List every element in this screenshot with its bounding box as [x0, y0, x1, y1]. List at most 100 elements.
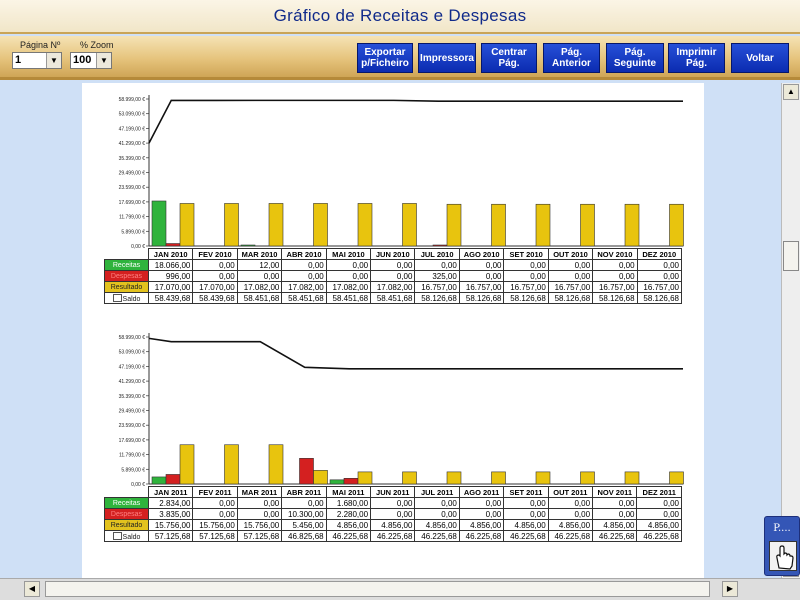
row-label-saldo: Saldo	[104, 292, 149, 304]
zoom-select[interactable]: 100 ▼	[70, 52, 112, 69]
zoom-value: 100	[73, 54, 92, 66]
table-row: Saldo 57.125,68 57.125,68 57.125,68 46.825,6…	[104, 530, 682, 542]
vertical-scrollbar[interactable]: ▲ ▼	[781, 83, 800, 578]
bar-resultado	[491, 203, 506, 247]
month-header: JUL 2010	[414, 248, 460, 260]
horizontal-scrollbar[interactable]: ◀ ▶	[0, 578, 800, 600]
hand-pointer-icon[interactable]	[769, 541, 797, 571]
table-cell: 57.125,68	[192, 530, 238, 542]
table-cell: 16.757,00	[503, 281, 549, 293]
y-tick-label: 29.499,00 €	[119, 409, 146, 415]
bar-resultado	[669, 471, 684, 485]
table-cell: 58.126,68	[458, 292, 505, 304]
bar-resultado	[446, 471, 462, 485]
table-cell: 4.856,00	[458, 519, 505, 531]
table-cell: 0,00	[236, 497, 283, 509]
center-page-button[interactable]: Centrar Pág.	[481, 43, 537, 73]
printer-button[interactable]: Impressora	[418, 43, 476, 73]
month-header: ABR 2010	[281, 248, 327, 260]
bar-resultado	[224, 203, 239, 247]
table-cell: 46.225,68	[636, 530, 682, 542]
page-number-value: 1	[15, 54, 22, 66]
chart-2011: 58.999,00 € 53.099,00 € 47.199,00 € 41.299,…	[82, 321, 704, 551]
bar-resultado	[535, 203, 551, 247]
floating-tool-widget[interactable]: P....	[764, 516, 800, 576]
table-cell: 46.225,68	[503, 530, 549, 542]
table-cell: 0,00	[592, 270, 638, 282]
chevron-down-icon[interactable]: ▼	[46, 53, 61, 68]
table-cell: 4.856,00	[592, 519, 638, 531]
bar-resultado	[580, 471, 595, 485]
table-cell: 4.856,00	[325, 519, 372, 531]
y-tick-label: 11.799,00 €	[119, 453, 145, 459]
table-cell: 16.757,00	[592, 281, 638, 293]
bar-resultado	[402, 471, 417, 485]
title-bar: Gráfico de Receitas e Despesas	[0, 0, 800, 34]
table-cell: 57.125,68	[147, 530, 194, 542]
table-cell: 58.451,68	[281, 292, 327, 304]
bar-receitas	[151, 200, 167, 247]
previous-page-button[interactable]: Pág. Anterior	[543, 43, 600, 73]
table-cell: 58.126,68	[547, 292, 594, 304]
scroll-up-icon[interactable]: ▲	[783, 84, 799, 100]
window-title: Gráfico de Receitas e Despesas	[273, 6, 527, 25]
horizontal-scroll-thumb[interactable]	[45, 581, 710, 597]
month-header: OUT 2010	[547, 248, 594, 260]
month-header: SET 2010	[503, 248, 549, 260]
bar-resultado	[357, 471, 373, 485]
table-cell: 0,00	[192, 508, 238, 520]
table-cell: 0,00	[503, 259, 549, 271]
y-tick-label: 35.399,00 €	[119, 394, 146, 400]
table-cell: 0,00	[370, 270, 416, 282]
export-file-button[interactable]: Exportar p/Ficheiro	[357, 43, 413, 73]
bar-despesas	[165, 474, 181, 485]
table-cell: 58.439,68	[192, 292, 238, 304]
table-cell: 4.856,00	[636, 519, 682, 531]
bar-resultado	[624, 203, 640, 247]
table-cell: 0,00	[592, 259, 638, 271]
chevron-down-icon[interactable]: ▼	[96, 53, 111, 68]
table-cell: 17.082,00	[325, 281, 372, 293]
table-cell: 46.225,68	[458, 530, 505, 542]
table-cell: 0,00	[236, 270, 283, 282]
table-cell: 2.280,00	[325, 508, 372, 520]
saldo-swatch	[112, 531, 122, 540]
table-cell: 0,00	[592, 497, 638, 509]
page-number-select[interactable]: 1 ▼	[12, 52, 62, 69]
chart-2010: 58.999,00 € 53.099,00 € 47.199,00 € 41.299,…	[82, 83, 704, 313]
table-cell: 58.451,68	[236, 292, 283, 304]
month-header: JAN 2010	[147, 248, 194, 260]
table-cell: 58.126,68	[636, 292, 683, 304]
saldo-line	[148, 99, 683, 144]
saldo-swatch	[112, 293, 122, 302]
chart-2011-table: JAN 2011 FEV 2011 MAR 2011 ABR 2011 MAI 2011…	[104, 486, 682, 542]
vertical-scroll-thumb[interactable]	[783, 241, 799, 271]
print-page-button[interactable]: Imprimir Pág.	[668, 43, 725, 73]
bar-resultado	[535, 471, 551, 485]
month-header: MAI 2011	[325, 486, 372, 498]
next-page-button[interactable]: Pág. Seguinte	[606, 43, 664, 73]
month-header: MAI 2010	[325, 248, 372, 260]
back-button[interactable]: Voltar	[731, 43, 789, 73]
month-header: FEV 2010	[192, 248, 238, 260]
table-cell: 15.756,00	[236, 519, 283, 531]
row-label-receitas: Receitas	[104, 497, 149, 509]
month-header: AGO 2011	[458, 486, 505, 498]
table-cell: 58.451,68	[325, 292, 372, 304]
scroll-right-icon[interactable]: ▶	[722, 581, 738, 597]
month-header: MAR 2011	[236, 486, 283, 498]
month-header: OUT 2011	[547, 486, 594, 498]
y-tick-label: 35.399,00 €	[119, 156, 146, 162]
month-header: ABR 2011	[281, 486, 327, 498]
table-cell: 4.856,00	[370, 519, 416, 531]
bar-resultado	[402, 203, 417, 247]
table-cell: 17.082,00	[236, 281, 283, 293]
bar-despesas	[432, 244, 448, 247]
y-tick-label: 41.299,00 €	[119, 141, 146, 147]
scroll-left-icon[interactable]: ◀	[24, 581, 40, 597]
y-tick-label: 58.999,00 €	[119, 335, 146, 341]
table-cell: 4.856,00	[414, 519, 460, 531]
month-header: NOV 2011	[592, 486, 638, 498]
bar-resultado	[179, 203, 195, 247]
table-cell: 58.126,68	[503, 292, 549, 304]
